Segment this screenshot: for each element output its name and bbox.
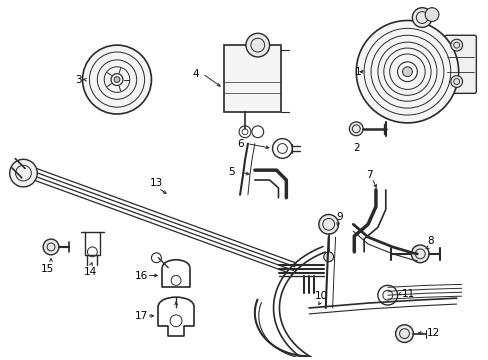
Circle shape <box>82 45 151 114</box>
Circle shape <box>348 122 363 136</box>
Text: 2: 2 <box>352 144 359 153</box>
Circle shape <box>10 159 37 187</box>
Circle shape <box>318 215 338 234</box>
Circle shape <box>424 8 438 22</box>
Text: 8: 8 <box>426 236 433 246</box>
FancyBboxPatch shape <box>224 45 281 112</box>
FancyBboxPatch shape <box>444 35 475 93</box>
Circle shape <box>395 325 412 342</box>
Text: 3: 3 <box>75 75 81 85</box>
Text: 10: 10 <box>314 291 327 301</box>
Circle shape <box>402 67 411 77</box>
Text: 15: 15 <box>41 264 54 274</box>
Circle shape <box>450 76 462 87</box>
Circle shape <box>114 77 120 82</box>
Circle shape <box>323 252 333 262</box>
Text: 1: 1 <box>355 67 361 77</box>
Text: 17: 17 <box>135 311 148 321</box>
Circle shape <box>245 33 269 57</box>
Circle shape <box>111 74 122 85</box>
Text: 14: 14 <box>83 266 97 276</box>
Circle shape <box>43 239 59 255</box>
Text: 4: 4 <box>192 69 199 79</box>
Text: 9: 9 <box>336 212 343 222</box>
Text: 16: 16 <box>135 270 148 280</box>
Circle shape <box>450 39 462 51</box>
Circle shape <box>411 8 431 27</box>
Text: 6: 6 <box>237 139 243 149</box>
Text: 5: 5 <box>228 167 234 177</box>
Text: 11: 11 <box>401 289 414 299</box>
Text: 7: 7 <box>366 170 372 180</box>
Circle shape <box>397 62 416 82</box>
Text: 12: 12 <box>426 328 440 338</box>
Circle shape <box>356 21 458 123</box>
Circle shape <box>410 245 428 263</box>
Text: 13: 13 <box>149 178 163 188</box>
